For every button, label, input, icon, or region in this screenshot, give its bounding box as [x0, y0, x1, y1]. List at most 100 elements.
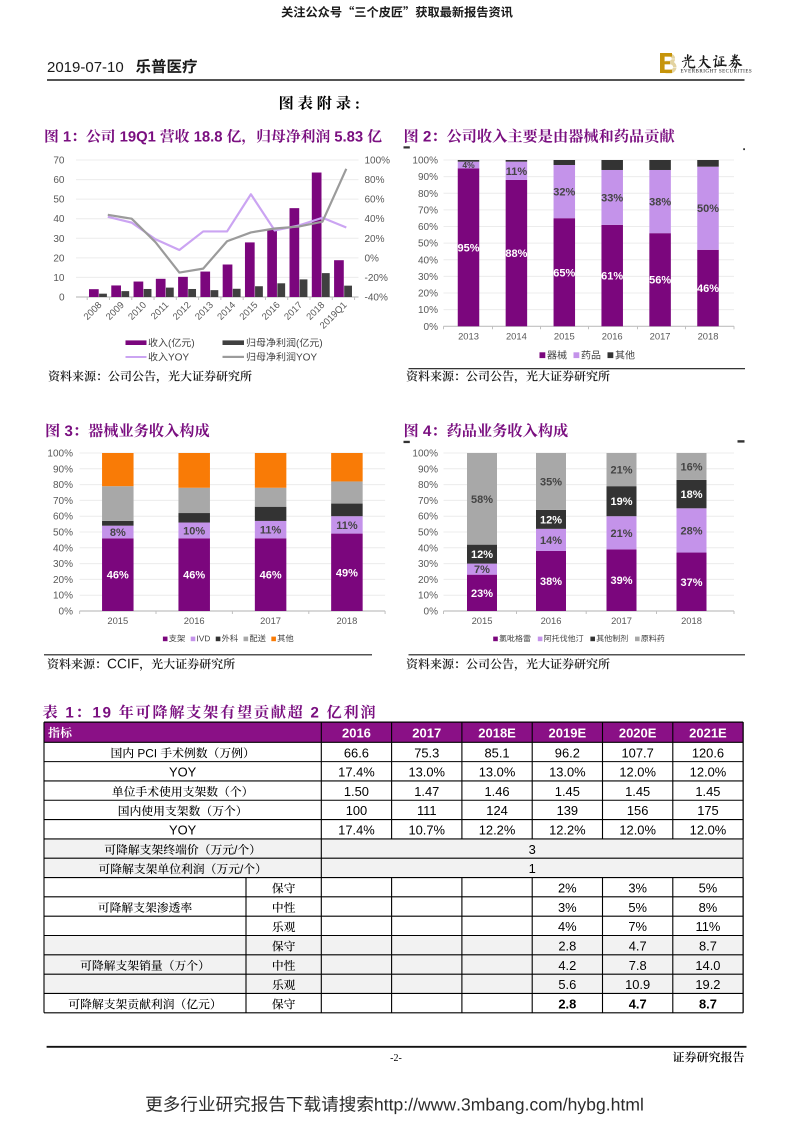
svg-text:21%: 21%	[610, 528, 632, 540]
svg-text:37%: 37%	[680, 577, 702, 589]
svg-text:18%: 18%	[680, 489, 702, 501]
svg-text:4%: 4%	[462, 160, 475, 170]
svg-text:7.8: 7.8	[629, 958, 647, 973]
svg-text:5%: 5%	[699, 881, 718, 896]
svg-text:12%: 12%	[471, 549, 493, 561]
svg-text:1.45: 1.45	[625, 784, 650, 799]
svg-text:8%: 8%	[110, 527, 126, 539]
svg-text:100%: 100%	[412, 156, 438, 167]
svg-text:2016: 2016	[541, 615, 562, 626]
svg-text:50%: 50%	[53, 528, 73, 539]
svg-text:19.2: 19.2	[695, 977, 720, 992]
svg-text:4%: 4%	[558, 919, 577, 934]
svg-text:38%: 38%	[540, 576, 562, 588]
svg-text:2%: 2%	[558, 881, 577, 896]
svg-text:20: 20	[53, 253, 65, 264]
svg-text:4.2: 4.2	[558, 958, 576, 973]
svg-text:2015: 2015	[472, 615, 493, 626]
svg-text:-20%: -20%	[365, 273, 388, 284]
svg-text:7%: 7%	[474, 564, 490, 576]
svg-text:50: 50	[53, 195, 65, 206]
svg-text:107.7: 107.7	[622, 745, 654, 760]
svg-text:-2-: -2-	[390, 1053, 402, 1064]
svg-text:2018: 2018	[681, 615, 702, 626]
svg-text:10%: 10%	[418, 591, 438, 602]
svg-text:YOY: YOY	[169, 823, 197, 838]
svg-text:2016: 2016	[342, 725, 371, 740]
svg-text:11%: 11%	[260, 525, 282, 537]
svg-text:2015: 2015	[554, 330, 575, 341]
svg-text:156: 156	[627, 803, 649, 818]
svg-text:88%: 88%	[505, 248, 527, 260]
svg-text:0: 0	[59, 293, 65, 304]
svg-text:100%: 100%	[365, 156, 391, 167]
svg-text:28%: 28%	[680, 525, 702, 537]
svg-text:20%: 20%	[418, 289, 438, 300]
svg-text:YOY: YOY	[169, 765, 197, 780]
svg-text:100: 100	[346, 803, 368, 818]
svg-text:50%: 50%	[418, 528, 438, 539]
svg-text:2018: 2018	[698, 330, 719, 341]
svg-text:40: 40	[53, 214, 65, 225]
svg-text:12.0%: 12.0%	[619, 765, 656, 780]
svg-text:0%: 0%	[365, 253, 380, 264]
svg-text:12.0%: 12.0%	[690, 765, 727, 780]
svg-text:85.1: 85.1	[485, 745, 510, 760]
svg-text:2014: 2014	[506, 330, 527, 341]
svg-text:80%: 80%	[418, 189, 438, 200]
svg-text:56%: 56%	[649, 275, 671, 287]
svg-text:111: 111	[417, 803, 437, 818]
svg-text:8.7: 8.7	[699, 996, 717, 1011]
svg-text:10%: 10%	[183, 525, 205, 537]
svg-text:46%: 46%	[183, 570, 205, 582]
svg-text:124: 124	[486, 803, 508, 818]
svg-text:12.2%: 12.2%	[549, 823, 586, 838]
svg-text:2016: 2016	[184, 615, 205, 626]
svg-text:4.7: 4.7	[629, 996, 647, 1011]
svg-text:2017: 2017	[260, 615, 281, 626]
svg-text:80%: 80%	[53, 480, 73, 491]
svg-text:11%: 11%	[696, 919, 721, 934]
svg-text:175: 175	[697, 803, 719, 818]
svg-text:10%: 10%	[418, 305, 438, 316]
svg-text:30%: 30%	[53, 559, 73, 570]
svg-text:2017: 2017	[611, 615, 632, 626]
svg-text:1.45: 1.45	[695, 784, 720, 799]
svg-text:65%: 65%	[553, 267, 575, 279]
svg-text:2020E: 2020E	[619, 725, 657, 740]
svg-text:17.4%: 17.4%	[338, 823, 375, 838]
svg-text:19%: 19%	[610, 496, 632, 508]
svg-text:12.2%: 12.2%	[479, 823, 516, 838]
svg-text:10%: 10%	[53, 591, 73, 602]
svg-text:1.47: 1.47	[414, 784, 439, 799]
svg-text:0%: 0%	[424, 322, 439, 333]
svg-text:46%: 46%	[107, 570, 129, 582]
svg-text:40%: 40%	[53, 543, 73, 554]
svg-text:50%: 50%	[418, 239, 438, 250]
svg-text:120.6: 120.6	[692, 745, 724, 760]
svg-text:20%: 20%	[365, 234, 385, 245]
svg-text:2019-07-10: 2019-07-10	[47, 59, 124, 76]
svg-text:5%: 5%	[628, 900, 647, 915]
svg-text:1: 1	[529, 861, 536, 876]
svg-text:80%: 80%	[365, 175, 385, 186]
svg-text:60%: 60%	[418, 222, 438, 233]
svg-text:2.8: 2.8	[558, 996, 576, 1011]
svg-text:2015: 2015	[107, 615, 128, 626]
svg-text:139: 139	[557, 803, 579, 818]
svg-text:-40%: -40%	[365, 293, 388, 304]
svg-text:7%: 7%	[628, 919, 647, 934]
svg-text:14%: 14%	[540, 535, 562, 547]
svg-text:20%: 20%	[53, 575, 73, 586]
svg-text:60%: 60%	[53, 512, 73, 523]
svg-text:46%: 46%	[697, 283, 719, 295]
svg-text:70%: 70%	[418, 205, 438, 216]
svg-text:49%: 49%	[336, 567, 358, 579]
svg-text:80%: 80%	[418, 480, 438, 491]
svg-text:1.50: 1.50	[344, 784, 369, 799]
svg-text:16%: 16%	[680, 461, 702, 473]
svg-text:100%: 100%	[412, 449, 438, 460]
svg-text:46%: 46%	[260, 570, 282, 582]
svg-text:38%: 38%	[649, 197, 671, 209]
svg-text:70: 70	[53, 156, 65, 167]
